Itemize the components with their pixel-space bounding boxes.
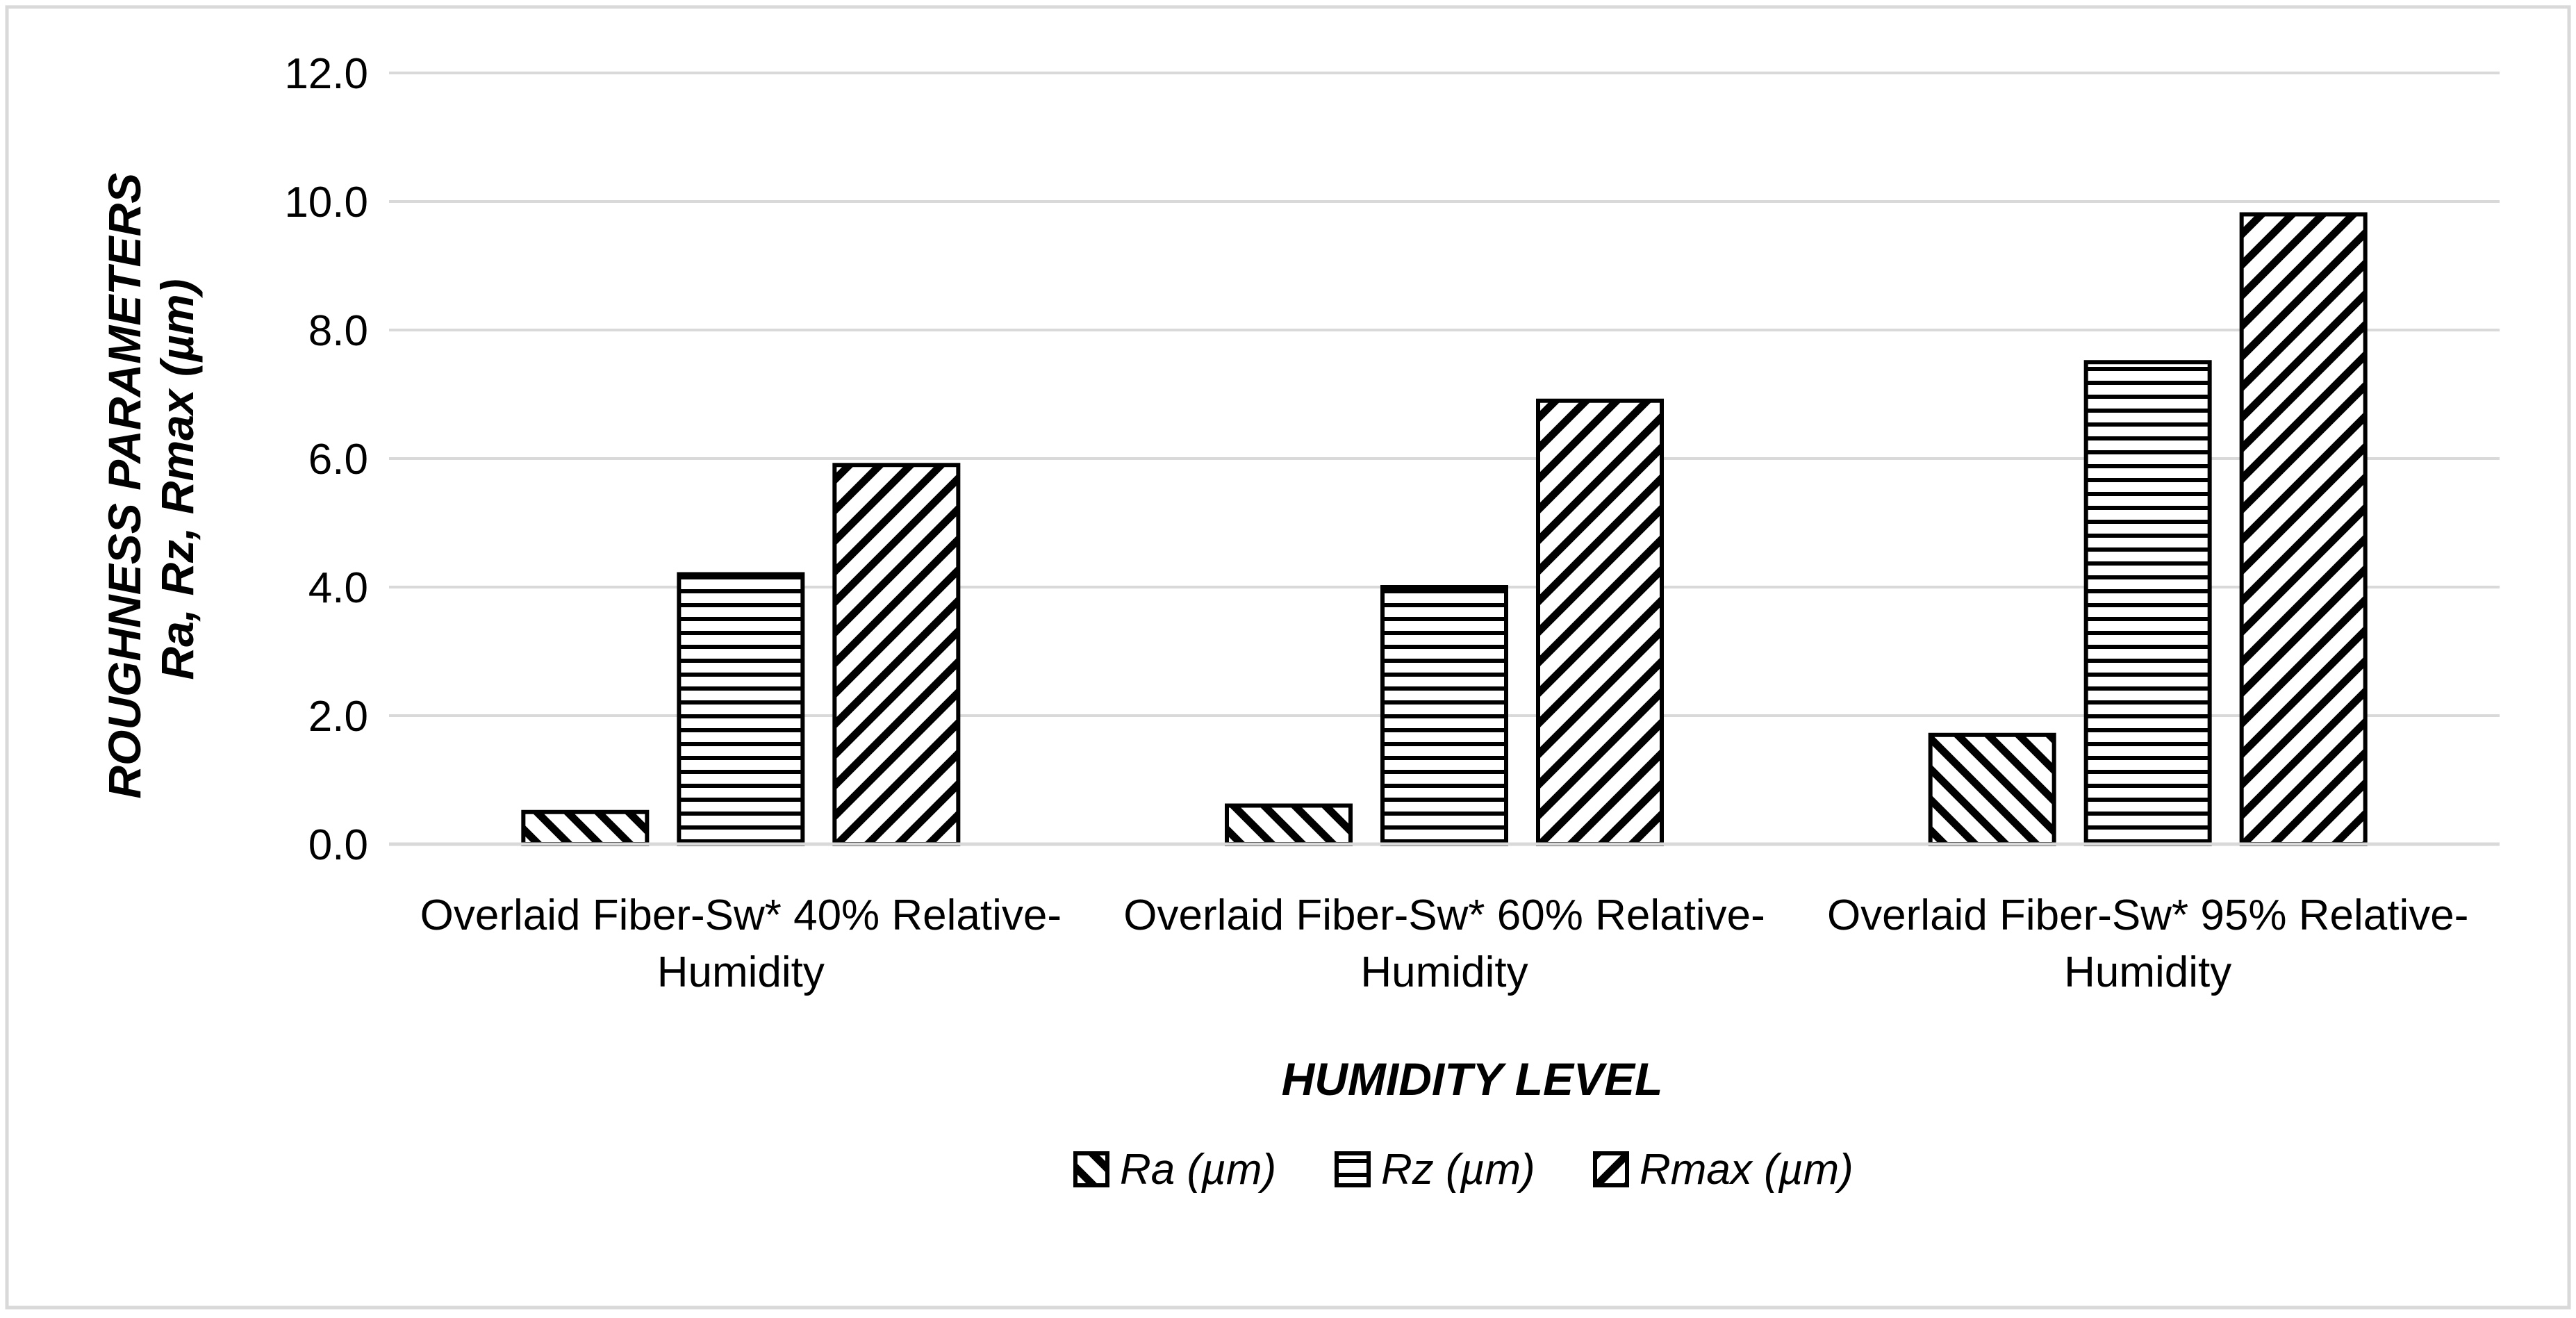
bar-ra-2 xyxy=(1225,803,1353,846)
y-tick-label: 0.0 xyxy=(308,821,368,869)
y-tick-label: 4.0 xyxy=(308,564,368,612)
legend-label-rmax: Rmax (µm) xyxy=(1640,1146,1853,1194)
bar-ra-3 xyxy=(1928,732,2056,846)
x-category-label: Overlaid Fiber-Sw* 95% Relative- Humidity xyxy=(1827,891,2468,996)
bar-rz-2 xyxy=(1380,585,1508,846)
bar-rmax-2 xyxy=(1536,398,1664,846)
y-axis-title: ROUGHNESS PARAMETERS Ra, Rz, Rmax (µm) xyxy=(99,160,203,798)
x-category-label: Overlaid Fiber-Sw* 60% Relative- Humidity xyxy=(1123,891,1765,996)
legend-swatch-rmax xyxy=(1593,1151,1629,1187)
x-axis-categories: Overlaid Fiber-Sw* 40% Relative- Humidity… xyxy=(420,891,2469,996)
y-axis-ticks: 0.0 2.0 4.0 6.0 8.0 10.0 12.0 xyxy=(284,50,368,869)
y-axis-title-line-1: ROUGHNESS PARAMETERS xyxy=(99,173,150,799)
legend-swatch-ra xyxy=(1073,1151,1109,1187)
x-category-label-line: Overlaid Fiber-Sw* 40% Relative- xyxy=(420,891,1062,939)
bar-rmax-1 xyxy=(832,463,961,846)
bars xyxy=(521,212,2368,846)
legend-label-rz: Rz (µm) xyxy=(1381,1146,1535,1194)
y-tick-label: 10.0 xyxy=(284,179,368,226)
bar-rz-1 xyxy=(677,572,805,846)
bar-ra-1 xyxy=(521,809,650,846)
x-axis-title: HUMIDITY LEVEL xyxy=(1282,1053,1663,1105)
y-tick-label: 2.0 xyxy=(308,693,368,741)
y-tick-label: 6.0 xyxy=(308,436,368,484)
legend-label-ra: Ra (µm) xyxy=(1120,1146,1276,1194)
x-category-label-line: Humidity xyxy=(1360,948,1528,996)
x-category-label-line: Overlaid Fiber-Sw* 60% Relative- xyxy=(1123,891,1765,939)
legend: Ra (µm) Rz (µm) Rmax (µm) xyxy=(1073,1146,1853,1194)
bar-rz-3 xyxy=(2083,360,2212,846)
x-category-label-line: Humidity xyxy=(657,948,825,996)
y-axis-title-line-2: Ra, Rz, Rmax (µm) xyxy=(151,279,203,679)
x-category-label-line: Humidity xyxy=(2064,948,2231,996)
x-category-label: Overlaid Fiber-Sw* 40% Relative- Humidity xyxy=(420,891,1062,996)
y-tick-label: 8.0 xyxy=(308,307,368,355)
bar-rmax-3 xyxy=(2239,212,2368,846)
x-category-label-line: Overlaid Fiber-Sw* 95% Relative- xyxy=(1827,891,2468,939)
legend-swatch-rz xyxy=(1335,1151,1371,1187)
y-tick-label: 12.0 xyxy=(284,50,368,98)
